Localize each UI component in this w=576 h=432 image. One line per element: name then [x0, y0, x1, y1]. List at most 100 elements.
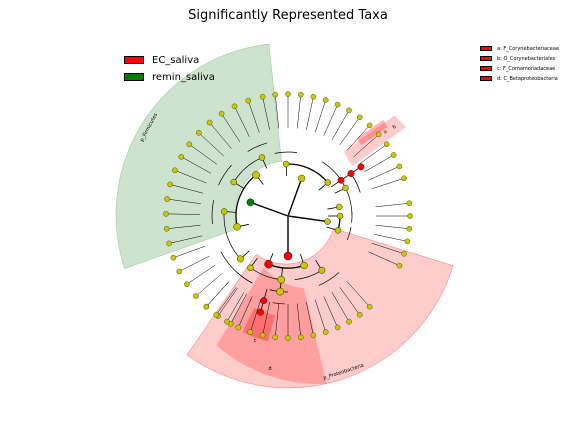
- leaf-branch: [339, 287, 360, 315]
- leaf-node-35: [163, 226, 170, 232]
- corynebacteriaceae-sector: [356, 120, 388, 146]
- taxon-node-16: [336, 212, 344, 220]
- taxon-node-6: [258, 154, 266, 161]
- taxa-legend-item-b: b: O_Corynebacteriales: [480, 54, 559, 63]
- branch-line: [287, 178, 303, 217]
- taxa-swatch-b: [480, 56, 492, 61]
- leaf-branch: [181, 156, 212, 174]
- legend-label-remin-saliva: remin_saliva: [152, 71, 215, 83]
- taxon-node-21: [264, 260, 273, 269]
- legend-swatch-remin-saliva: [124, 73, 144, 81]
- taxa-legend-item-d: d: C_Betaproteobacteria: [480, 74, 559, 83]
- leaf-node-49: [285, 91, 291, 97]
- legend-item-remin-saliva: remin_saliva: [124, 69, 215, 85]
- leaf-branch: [274, 94, 280, 129]
- taxon-node-5: [230, 178, 237, 186]
- taxon-node-19: [300, 261, 308, 270]
- legend-item-ec-saliva: EC_saliva: [124, 52, 215, 68]
- branch-arc: [223, 211, 241, 260]
- leaf-branch: [364, 154, 394, 173]
- taxa-swatch-c: [480, 66, 492, 71]
- leaf-branch: [173, 245, 206, 258]
- clade-label-a: a: [382, 129, 388, 136]
- legend-label-ec-saliva: EC_saliva: [152, 54, 200, 66]
- clade-label-c: c: [254, 338, 257, 344]
- leaf-node-61: [401, 175, 407, 182]
- leaf-node-71: [334, 324, 341, 331]
- taxon-node-13: [347, 170, 355, 177]
- taxa-label-d: d: C_Betaproteobacteria: [497, 75, 558, 82]
- taxon-node-4: [252, 171, 260, 179]
- leaf-node-65: [404, 238, 411, 245]
- leaf-branch: [166, 213, 201, 215]
- firmicutes-sector: [115, 43, 282, 269]
- taxon-node-25: [260, 297, 268, 304]
- taxon-node-17: [334, 227, 342, 234]
- branch-line: [287, 215, 328, 223]
- leaf-branch: [169, 235, 203, 244]
- leaf-node-47: [259, 93, 266, 100]
- taxon-node-8: [282, 160, 290, 168]
- leaf-branch: [262, 302, 270, 336]
- taxon-node-20: [318, 266, 326, 274]
- leaf-node-39: [172, 167, 178, 174]
- leaf-node-42: [196, 130, 202, 136]
- leaf-node-79: [235, 324, 242, 331]
- taxa-legend-item-a: a: F_Corynebacteriaceae: [480, 44, 559, 53]
- leaf-branch: [368, 166, 400, 181]
- leaf-branch: [274, 303, 280, 338]
- leaf-node-59: [390, 152, 397, 158]
- leaf-branch: [331, 110, 350, 140]
- leaf-node-67: [396, 262, 403, 269]
- leaf-branch: [296, 303, 302, 338]
- chart-title: Significantly Represented Taxa: [188, 8, 388, 23]
- leaf-node-52: [322, 97, 329, 103]
- taxon-node-22: [277, 275, 286, 284]
- leaf-node-54: [346, 107, 352, 114]
- taxon-node-1: [233, 223, 241, 231]
- leaf-node-74: [298, 334, 304, 341]
- leaf-node-57: [375, 131, 382, 138]
- leaf-branch: [331, 292, 350, 322]
- leaf-node-72: [322, 329, 329, 335]
- leaf-branch: [206, 281, 230, 307]
- leaf-node-41: [186, 141, 193, 148]
- leaf-branch: [226, 292, 245, 322]
- leaf-node-37: [164, 196, 170, 202]
- leaf-node-51: [310, 93, 317, 100]
- leaf-branch: [346, 125, 370, 151]
- branch-line: [250, 201, 289, 217]
- leaf-node-34: [166, 240, 172, 247]
- taxon-node-24: [247, 264, 254, 271]
- leaf-node-58: [383, 141, 390, 148]
- leaf-branch: [359, 144, 387, 165]
- leaf-branch: [306, 96, 314, 130]
- leaf-node-78: [247, 329, 254, 335]
- leaf-node-60: [396, 163, 403, 170]
- leaf-node-70: [346, 318, 352, 325]
- taxon-node-3: [220, 208, 228, 215]
- leaf-branch: [179, 255, 210, 272]
- leaf-branch: [296, 94, 302, 129]
- leaf-branch: [250, 299, 262, 333]
- taxon-node-9: [324, 179, 332, 186]
- leaf-branch: [306, 302, 314, 336]
- leaf-branch: [314, 299, 326, 333]
- leaf-branch: [368, 251, 400, 266]
- leaf-branch: [217, 287, 238, 317]
- betaproteobacteria-sector: [216, 267, 327, 384]
- taxon-node-0: [246, 198, 255, 207]
- leaf-branch: [323, 104, 338, 136]
- taxon-node-15: [324, 218, 331, 225]
- leaf-node-76: [272, 334, 278, 341]
- leaf-branch: [174, 170, 207, 184]
- taxa-label-a: a: F_Corynebacteriaceae: [497, 45, 560, 52]
- leaf-branch: [375, 202, 410, 208]
- leaf-branch: [262, 96, 270, 130]
- taxon-node-23: [276, 287, 284, 296]
- leaf-node-69: [356, 311, 363, 318]
- proteobacteria-sector: [186, 228, 454, 389]
- leaf-node-66: [401, 250, 407, 257]
- leaf-node-64: [406, 226, 413, 232]
